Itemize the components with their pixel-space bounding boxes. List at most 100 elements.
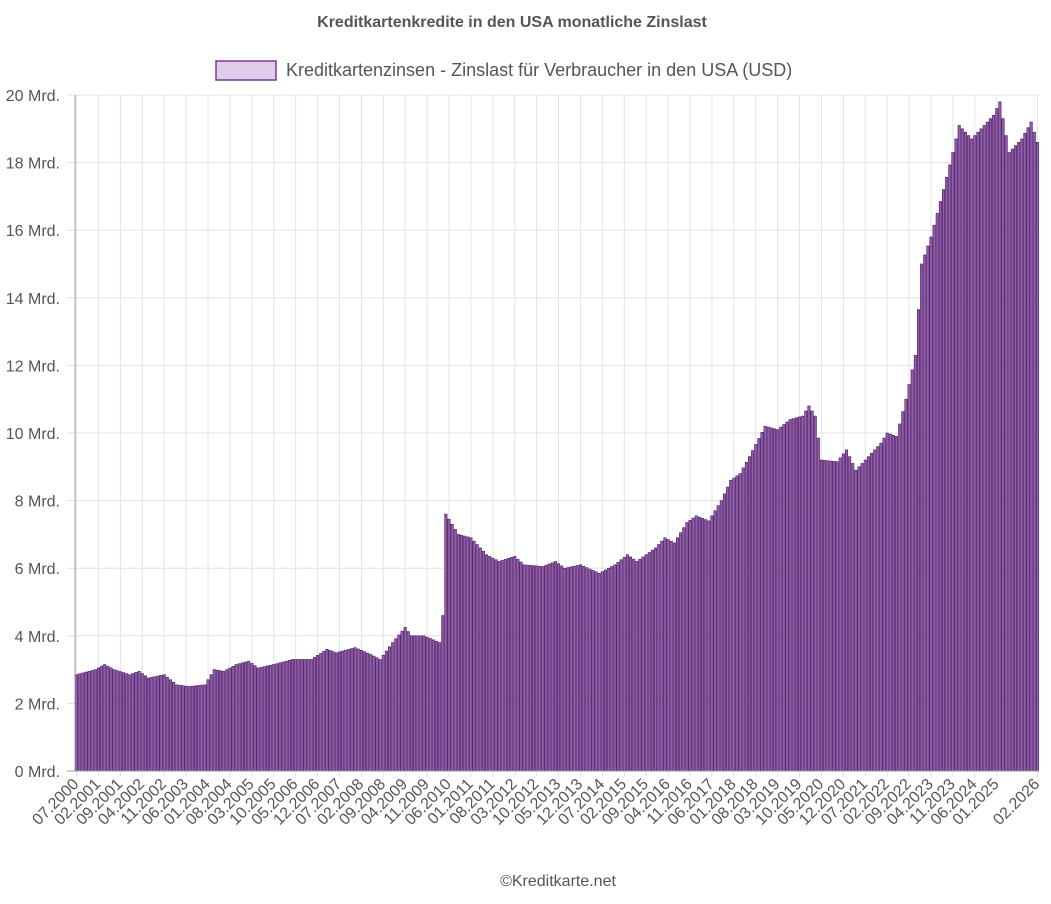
- bar[interactable]: [757, 438, 761, 772]
- bar[interactable]: [819, 459, 823, 772]
- bar[interactable]: [425, 636, 429, 772]
- bar[interactable]: [932, 224, 936, 772]
- bar[interactable]: [306, 659, 310, 772]
- bar[interactable]: [159, 675, 163, 772]
- bar[interactable]: [704, 519, 708, 772]
- bar[interactable]: [187, 686, 191, 772]
- bar[interactable]: [331, 651, 335, 772]
- bar[interactable]: [81, 672, 85, 772]
- bar[interactable]: [165, 676, 169, 772]
- bar[interactable]: [100, 665, 104, 772]
- bar[interactable]: [813, 415, 817, 772]
- bar[interactable]: [691, 517, 695, 772]
- bar[interactable]: [870, 452, 874, 772]
- bar[interactable]: [779, 426, 783, 772]
- bar[interactable]: [1026, 127, 1030, 772]
- bar[interactable]: [988, 118, 993, 772]
- bar[interactable]: [857, 466, 861, 772]
- bar[interactable]: [967, 135, 971, 772]
- bar[interactable]: [519, 561, 523, 772]
- bar[interactable]: [654, 547, 658, 772]
- bar[interactable]: [938, 201, 942, 772]
- bar[interactable]: [231, 665, 235, 772]
- bar[interactable]: [528, 565, 532, 772]
- bar[interactable]: [622, 556, 626, 772]
- bar[interactable]: [716, 505, 720, 772]
- bar[interactable]: [575, 565, 579, 772]
- bar[interactable]: [644, 554, 648, 772]
- bar[interactable]: [272, 664, 276, 772]
- bar[interactable]: [544, 564, 548, 772]
- bar[interactable]: [372, 655, 376, 772]
- bar[interactable]: [362, 651, 367, 772]
- bar[interactable]: [472, 540, 476, 772]
- bar[interactable]: [973, 135, 977, 772]
- bar[interactable]: [175, 684, 179, 772]
- bar[interactable]: [848, 456, 852, 772]
- bar[interactable]: [1035, 142, 1039, 772]
- bar[interactable]: [907, 384, 911, 772]
- bar[interactable]: [982, 125, 986, 772]
- bar[interactable]: [416, 635, 420, 772]
- bar[interactable]: [469, 537, 473, 772]
- bar[interactable]: [985, 121, 989, 772]
- bar[interactable]: [963, 131, 967, 772]
- bar[interactable]: [153, 676, 157, 772]
- bar[interactable]: [632, 558, 636, 772]
- bar[interactable]: [876, 446, 880, 772]
- bar[interactable]: [125, 673, 129, 772]
- bar[interactable]: [291, 659, 295, 772]
- bar[interactable]: [491, 557, 495, 772]
- bar[interactable]: [760, 432, 764, 772]
- bar[interactable]: [150, 677, 154, 772]
- bar[interactable]: [156, 675, 160, 772]
- bar[interactable]: [741, 467, 745, 772]
- bar[interactable]: [782, 424, 786, 772]
- bar[interactable]: [337, 651, 341, 772]
- bar[interactable]: [1023, 133, 1027, 772]
- bar[interactable]: [463, 535, 467, 772]
- bar[interactable]: [979, 128, 983, 772]
- bar[interactable]: [240, 662, 244, 772]
- bar[interactable]: [219, 670, 223, 772]
- bar[interactable]: [891, 434, 895, 772]
- bar[interactable]: [785, 421, 789, 772]
- bar[interactable]: [253, 665, 257, 772]
- bar[interactable]: [200, 684, 204, 772]
- bar[interactable]: [78, 673, 82, 772]
- bar[interactable]: [751, 450, 755, 772]
- bar[interactable]: [532, 565, 536, 772]
- bar[interactable]: [588, 568, 592, 772]
- bar[interactable]: [550, 562, 554, 772]
- bar[interactable]: [541, 566, 545, 772]
- bar[interactable]: [250, 663, 254, 772]
- bar[interactable]: [823, 460, 827, 772]
- bar[interactable]: [350, 648, 354, 772]
- bar[interactable]: [115, 670, 119, 772]
- bar[interactable]: [309, 659, 313, 772]
- bar[interactable]: [106, 665, 110, 772]
- bar[interactable]: [428, 638, 432, 772]
- bar[interactable]: [729, 480, 733, 772]
- bar[interactable]: [93, 669, 97, 772]
- bar[interactable]: [835, 461, 839, 772]
- bar[interactable]: [212, 669, 216, 772]
- bar[interactable]: [904, 398, 908, 772]
- bar[interactable]: [525, 564, 529, 772]
- bar[interactable]: [444, 513, 448, 772]
- bar[interactable]: [719, 500, 723, 772]
- bar[interactable]: [137, 670, 141, 772]
- bar[interactable]: [854, 469, 858, 772]
- bar[interactable]: [804, 410, 808, 772]
- bar[interactable]: [619, 559, 623, 772]
- legend[interactable]: Kreditkartenzinsen - Zinslast für Verbra…: [215, 60, 792, 81]
- bar[interactable]: [747, 456, 752, 772]
- bar[interactable]: [738, 473, 742, 772]
- bar[interactable]: [281, 661, 285, 772]
- bar[interactable]: [375, 657, 379, 772]
- bar[interactable]: [284, 660, 288, 772]
- bar[interactable]: [90, 670, 94, 772]
- bar[interactable]: [688, 520, 692, 772]
- bar[interactable]: [1029, 121, 1033, 772]
- bar[interactable]: [453, 529, 457, 772]
